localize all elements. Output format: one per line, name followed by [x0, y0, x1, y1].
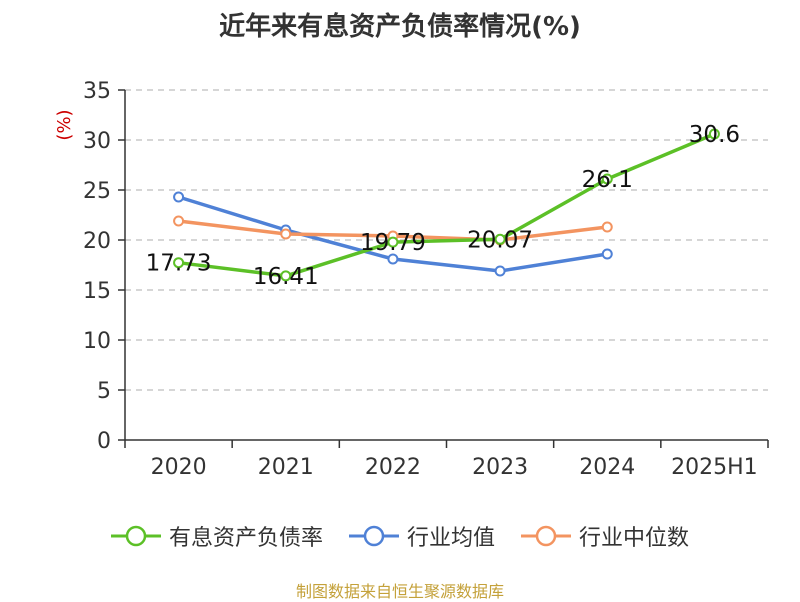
x-tick-label: 2023 [472, 455, 528, 480]
data-point [173, 191, 185, 203]
data-point [387, 236, 399, 248]
legend-item[interactable]: 行业中位数 [521, 520, 689, 552]
legend-label: 行业中位数 [579, 526, 690, 551]
data-point [173, 215, 185, 227]
x-tick-label: 2021 [258, 455, 314, 480]
legend-item[interactable]: 有息资产负债率 [110, 520, 323, 552]
data-label: 17.73 [146, 251, 212, 277]
data-point [708, 128, 720, 140]
data-label: 19.79 [360, 230, 426, 256]
chart-title: 近年来有息资产负债率情况(%) [219, 12, 581, 42]
y-tick-label: 0 [97, 429, 111, 454]
y-axis-label: (%) [54, 109, 75, 140]
legend-swatch [521, 525, 571, 547]
data-label: 16.41 [253, 264, 319, 290]
data-label: 30.6 [689, 122, 740, 148]
series-line-0 [178, 132, 716, 278]
y-tick-label: 10 [83, 329, 111, 354]
x-tick-label: 2022 [365, 455, 421, 480]
data-point [280, 270, 292, 282]
source-note: 制图数据来自恒生聚源数据库 [295, 582, 504, 601]
data-label: 26.1 [582, 167, 633, 193]
data-point [494, 233, 506, 245]
x-tick-label: 2020 [151, 455, 207, 480]
y-tick-label: 35 [83, 79, 111, 104]
data-label: 20.07 [467, 227, 533, 253]
legend: 有息资产负债率 行业均值 行业中位数 [0, 520, 800, 552]
legend-label: 有息资产负债率 [168, 526, 323, 551]
legend-label: 行业均值 [406, 526, 495, 551]
legend-item[interactable]: 行业均值 [348, 520, 495, 552]
y-tick-label: 25 [83, 179, 111, 204]
x-tick-label: 2024 [579, 455, 635, 480]
y-tick-label: 30 [83, 129, 111, 154]
legend-swatch [110, 525, 161, 547]
data-point [173, 257, 185, 269]
data-point [601, 173, 613, 185]
y-tick-label: 15 [83, 279, 111, 304]
data-point [280, 228, 292, 240]
data-point [494, 265, 506, 277]
data-point [387, 253, 399, 265]
x-tick-label: 2025H1 [671, 455, 758, 480]
y-tick-label: 5 [97, 379, 111, 404]
y-tick-label: 20 [83, 229, 111, 254]
data-point [601, 221, 613, 233]
legend-swatch [348, 525, 399, 547]
data-point [601, 248, 613, 260]
